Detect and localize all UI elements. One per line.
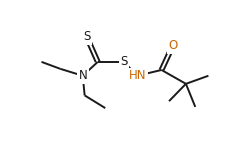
Text: S: S bbox=[83, 30, 90, 43]
Text: N: N bbox=[78, 69, 87, 82]
Text: S: S bbox=[120, 55, 128, 68]
Text: O: O bbox=[168, 39, 177, 52]
Text: HN: HN bbox=[129, 69, 146, 82]
